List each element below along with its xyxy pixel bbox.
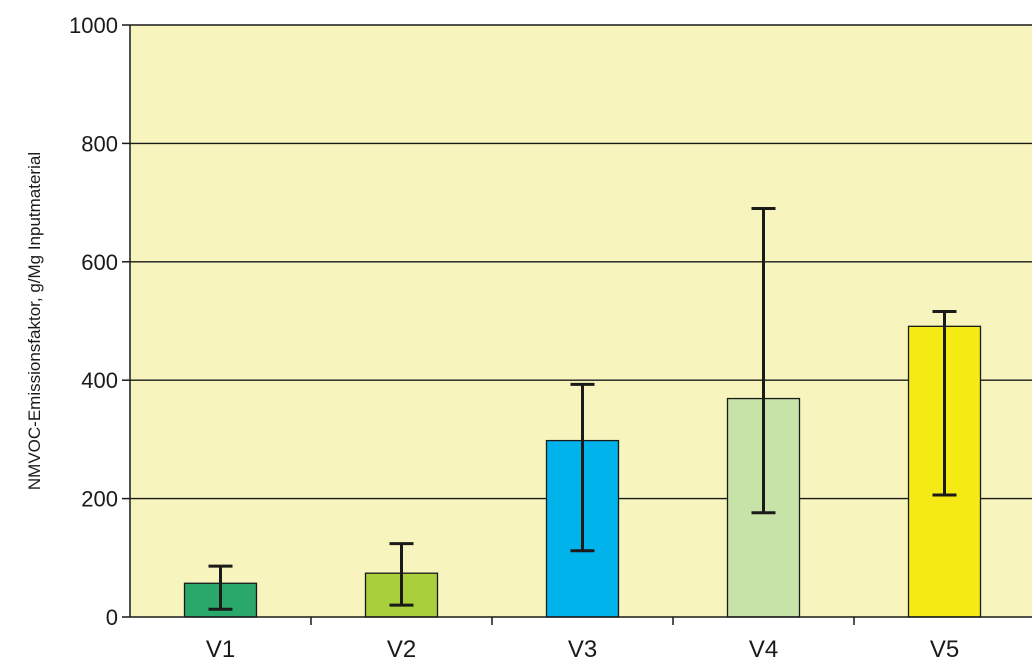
y-tick-label: 600 [81, 250, 118, 275]
error-bar-v3 [570, 382, 595, 553]
x-axis-ticks: V1 V2 V3 V4 V5 [206, 617, 959, 663]
error-bar-v2 [389, 542, 414, 607]
y-tick-label: 800 [81, 131, 118, 156]
y-tick-label: 1000 [69, 13, 118, 38]
x-tick-label: V2 [387, 636, 416, 663]
y-tick-label: 400 [81, 368, 118, 393]
x-tick-label: V1 [206, 636, 235, 663]
error-bar-v4 [751, 207, 776, 515]
y-axis-ticks: 0 200 400 600 800 1000 [69, 13, 130, 630]
error-bar-v1 [208, 564, 233, 611]
y-axis-title: NMVOC-Emissionsfaktor, g/Mg Inputmateria… [25, 152, 44, 490]
x-tick-label: V4 [749, 636, 778, 663]
error-bars [208, 207, 957, 611]
x-tick-label: V3 [568, 636, 597, 663]
x-tick-label: V5 [930, 636, 959, 663]
y-tick-label: 0 [106, 605, 118, 630]
y-tick-label: 200 [81, 487, 118, 512]
error-bar-v5 [932, 310, 957, 497]
gridlines [130, 24, 1032, 500]
